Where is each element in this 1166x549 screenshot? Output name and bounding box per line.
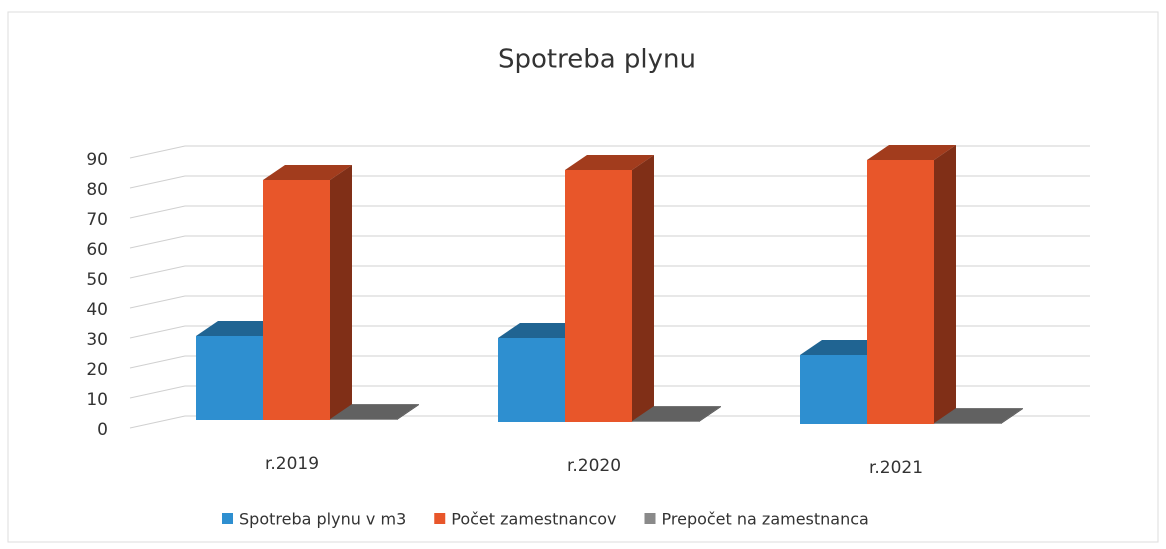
bar-side	[934, 145, 956, 424]
bar	[934, 408, 1023, 424]
bar-side	[632, 155, 654, 422]
grid-line	[129, 205, 1090, 219]
legend-label: Prepočet na zamestnanca	[662, 510, 869, 529]
y-tick-label: 40	[86, 300, 108, 320]
bar-side	[699, 406, 721, 422]
bar-front	[934, 423, 1001, 424]
bar-top	[934, 408, 1023, 424]
bar-top	[196, 321, 285, 336]
bar	[263, 165, 352, 420]
bar-front	[330, 419, 397, 420]
bar-top	[800, 340, 889, 355]
bar-front	[632, 421, 699, 422]
y-tick-label: 20	[86, 360, 108, 380]
legend-label: Spotreba plynu v m3	[239, 510, 406, 529]
bar-side	[1001, 408, 1023, 424]
y-tick-label: 10	[86, 390, 108, 410]
legend-swatch	[434, 513, 446, 524]
y-tick-label: 60	[86, 240, 108, 260]
grid-line	[129, 145, 1090, 159]
grid-line	[129, 175, 1090, 189]
bar	[867, 145, 956, 424]
bar-front	[263, 180, 330, 420]
bar-top	[263, 165, 352, 180]
chart-title: Spotreba plynu	[498, 45, 696, 75]
grid-line	[129, 415, 1090, 429]
grid-line	[129, 385, 1090, 399]
bar-top	[632, 406, 721, 422]
grid-line	[129, 325, 1090, 339]
grid-line	[129, 295, 1090, 309]
bar-front	[196, 336, 263, 420]
bar-side	[397, 404, 419, 420]
y-tick-label: 80	[86, 180, 108, 200]
bar	[565, 155, 654, 422]
bar-top	[565, 155, 654, 170]
y-tick-label: 90	[86, 150, 108, 170]
legend-label: Počet zamestnancov	[451, 510, 616, 529]
legend-swatch	[222, 513, 233, 524]
y-tick-label: 0	[97, 420, 108, 440]
x-tick-label: r.2020	[567, 456, 621, 476]
grid-line	[129, 265, 1090, 279]
bar-front	[565, 170, 632, 422]
bar-front	[800, 355, 867, 424]
y-tick-label: 70	[86, 210, 108, 230]
bar-top	[498, 323, 587, 338]
grid-line	[129, 355, 1090, 369]
x-tick-label: r.2019	[265, 454, 319, 474]
y-tick-label: 50	[86, 270, 108, 290]
y-tick-label: 30	[86, 330, 108, 350]
bar-side	[330, 165, 352, 420]
bar	[632, 406, 721, 422]
legend-swatch	[644, 513, 656, 524]
x-tick-label: r.2021	[869, 458, 923, 478]
bar-top	[867, 145, 956, 160]
bar-front	[498, 338, 565, 422]
bar	[330, 404, 419, 420]
grid-line	[129, 235, 1090, 249]
bar-top	[330, 404, 419, 420]
bar-front	[867, 160, 934, 424]
